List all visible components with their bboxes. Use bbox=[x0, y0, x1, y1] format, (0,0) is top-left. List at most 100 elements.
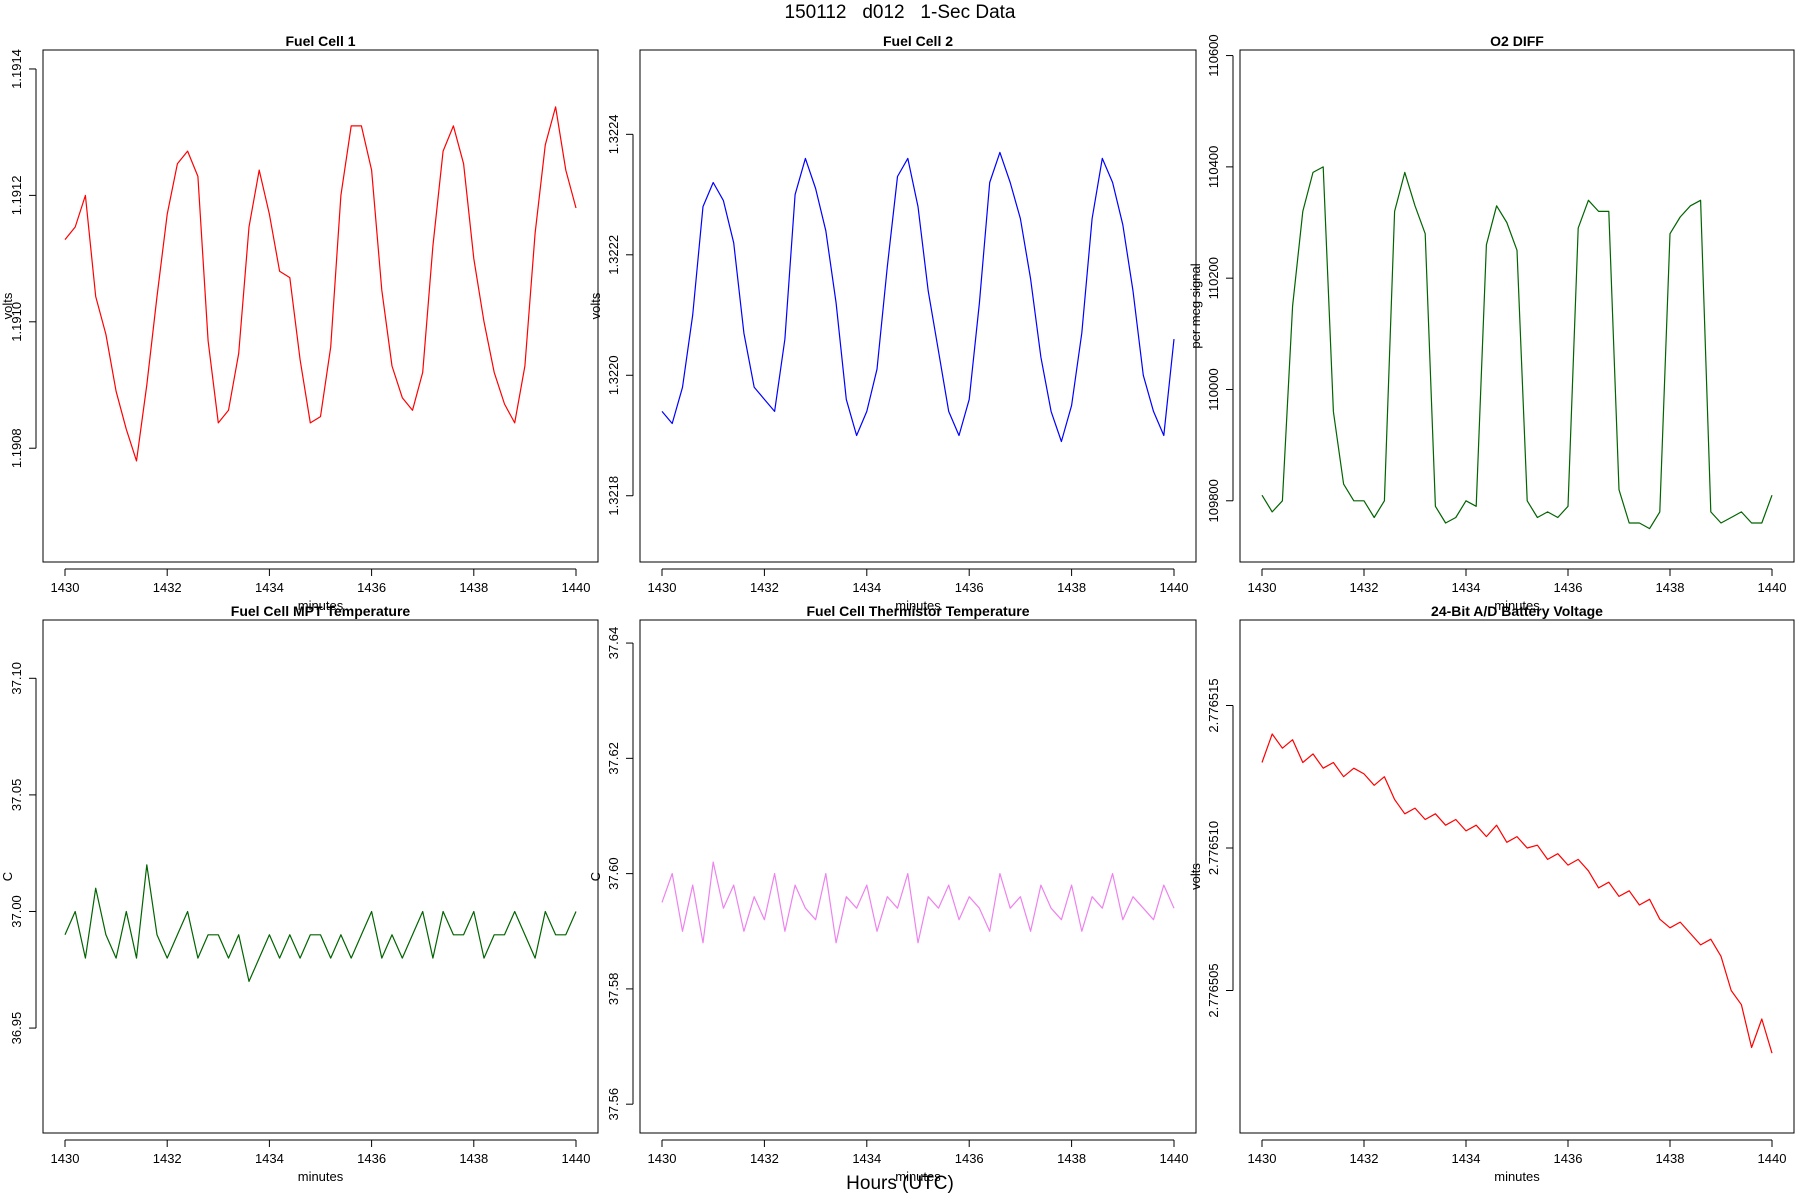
y-axis-label: per meg signal bbox=[1188, 263, 1203, 348]
x-tick-label: 1430 bbox=[1248, 1151, 1277, 1166]
x-tick-label: 1438 bbox=[459, 1151, 488, 1166]
y-tick-label: 110600 bbox=[1206, 34, 1221, 76]
x-tick-label: 1432 bbox=[1350, 580, 1379, 595]
y-tick-label: 2.776505 bbox=[1206, 963, 1221, 1017]
x-tick-label: 1434 bbox=[1452, 1151, 1481, 1166]
x-tick-label: 1436 bbox=[1554, 580, 1583, 595]
x-tick-label: 1434 bbox=[255, 580, 284, 595]
y-axis-label: C bbox=[588, 872, 603, 881]
x-tick-label: 1434 bbox=[852, 580, 881, 595]
plot-frame bbox=[639, 619, 1197, 1134]
y-tick-label: 37.58 bbox=[606, 973, 621, 1006]
chart-panel-5: Fuel Cell Thermistor Temperature 1430 1432… bbox=[588, 603, 1197, 1184]
x-axis-label: minutes bbox=[1494, 598, 1540, 613]
plot-frame bbox=[42, 619, 599, 1134]
y-axis-label: volts bbox=[0, 292, 15, 319]
chart-title: Fuel Cell 1 bbox=[285, 33, 355, 49]
y-tick-label: 37.64 bbox=[606, 627, 621, 660]
y-tick-label: 37.62 bbox=[606, 742, 621, 775]
y-tick-label: 1.3220 bbox=[606, 355, 621, 395]
x-master-label: Hours (UTC) bbox=[846, 1173, 954, 1194]
x-tick-label: 1440 bbox=[1160, 1151, 1189, 1166]
y-tick-label: 37.60 bbox=[606, 857, 621, 890]
x-tick-label: 1432 bbox=[1350, 1151, 1379, 1166]
x-tick-label: 1440 bbox=[562, 1151, 591, 1166]
x-tick-label: 1430 bbox=[51, 580, 80, 595]
x-tick-label: 1438 bbox=[1656, 580, 1685, 595]
y-tick-label: 1.3222 bbox=[606, 235, 621, 275]
y-tick-label: 109800 bbox=[1206, 479, 1221, 522]
x-tick-label: 1440 bbox=[562, 580, 591, 595]
x-tick-label: 1436 bbox=[1554, 1151, 1583, 1166]
x-tick-label: 1438 bbox=[1057, 580, 1086, 595]
x-axis-label: minutes bbox=[895, 598, 941, 613]
x-tick-label: 1436 bbox=[357, 580, 386, 595]
plot-frame bbox=[1239, 619, 1795, 1134]
y-tick-label: 110400 bbox=[1206, 146, 1221, 188]
x-tick-label: 1438 bbox=[1656, 1151, 1685, 1166]
y-tick-label: 1.3218 bbox=[606, 476, 621, 516]
chart-title: Fuel Cell MPT Temperature bbox=[231, 603, 411, 619]
chart-panel-6: 24-Bit A/D Battery Voltage 1430 1432 1434 14… bbox=[1188, 603, 1795, 1184]
y-tick-label: 110200 bbox=[1206, 257, 1221, 299]
series-line bbox=[661, 151, 1175, 443]
y-tick-label: 37.56 bbox=[606, 1088, 621, 1121]
x-tick-label: 1436 bbox=[357, 1151, 386, 1166]
series-line bbox=[1261, 166, 1773, 530]
chart-panel-1: Fuel Cell 1 1430 1432 1434 1436 1438 1440 minut… bbox=[0, 33, 599, 613]
y-tick-label: 37.05 bbox=[9, 779, 24, 812]
y-tick-label: 110000 bbox=[1206, 368, 1221, 410]
x-axis-label: minutes bbox=[1494, 1169, 1540, 1184]
x-tick-label: 1438 bbox=[459, 580, 488, 595]
x-tick-label: 1432 bbox=[750, 580, 779, 595]
y-tick-label: 1.1908 bbox=[9, 428, 24, 468]
series-line bbox=[64, 864, 577, 983]
x-tick-label: 1436 bbox=[955, 580, 984, 595]
x-tick-label: 1440 bbox=[1758, 580, 1787, 595]
chart-panel-2: Fuel Cell 2 1430 1432 1434 1436 1438 1440 minut… bbox=[588, 33, 1197, 613]
x-tick-label: 1434 bbox=[1452, 580, 1481, 595]
y-tick-label: 37.00 bbox=[9, 895, 24, 928]
page-title: 150112 d012 1-Sec Data bbox=[784, 2, 1016, 23]
y-tick-label: 1.1910 bbox=[9, 302, 24, 342]
x-tick-label: 1432 bbox=[153, 1151, 182, 1166]
y-tick-label: 1.1914 bbox=[9, 49, 24, 89]
series-line bbox=[1261, 733, 1773, 1054]
plot-frame bbox=[42, 49, 599, 563]
y-tick-label: 1.1912 bbox=[9, 175, 24, 215]
y-tick-label: 2.776510 bbox=[1206, 821, 1221, 875]
x-tick-label: 1436 bbox=[955, 1151, 984, 1166]
x-tick-label: 1440 bbox=[1758, 1151, 1787, 1166]
x-tick-label: 1430 bbox=[648, 580, 677, 595]
y-axis-label: volts bbox=[588, 292, 603, 319]
series-line bbox=[661, 861, 1175, 944]
x-tick-label: 1434 bbox=[255, 1151, 284, 1166]
chart-title: Fuel Cell Thermistor Temperature bbox=[806, 603, 1029, 619]
x-tick-label: 1438 bbox=[1057, 1151, 1086, 1166]
x-axis-label: minutes bbox=[298, 598, 344, 613]
x-tick-label: 1432 bbox=[153, 580, 182, 595]
x-tick-label: 1430 bbox=[1248, 580, 1277, 595]
y-tick-label: 2.776515 bbox=[1206, 678, 1221, 732]
y-tick-label: 37.10 bbox=[9, 662, 24, 695]
x-tick-label: 1432 bbox=[750, 1151, 779, 1166]
x-tick-label: 1434 bbox=[852, 1151, 881, 1166]
chart-title: 24-Bit A/D Battery Voltage bbox=[1431, 603, 1603, 619]
plot-frame bbox=[639, 49, 1197, 563]
plot-frame bbox=[1239, 49, 1795, 563]
y-tick-label: 36.95 bbox=[9, 1012, 24, 1045]
x-axis-label: minutes bbox=[298, 1169, 344, 1184]
chart-panel-3: O2 DIFF 1430 1432 1434 1436 1438 1440 minutes 10… bbox=[1188, 33, 1795, 613]
series-line bbox=[64, 106, 577, 462]
chart-title: O2 DIFF bbox=[1490, 33, 1544, 49]
x-tick-label: 1430 bbox=[648, 1151, 677, 1166]
x-tick-label: 1440 bbox=[1160, 580, 1189, 595]
x-tick-label: 1430 bbox=[51, 1151, 80, 1166]
y-axis-label: C bbox=[0, 872, 15, 881]
y-axis-label: volts bbox=[1188, 863, 1203, 890]
x-axis-label: minutes bbox=[895, 1169, 941, 1184]
y-tick-label: 1.3224 bbox=[606, 114, 621, 154]
chart-panel-4: Fuel Cell MPT Temperature 1430 1432 1434 143… bbox=[0, 603, 599, 1184]
